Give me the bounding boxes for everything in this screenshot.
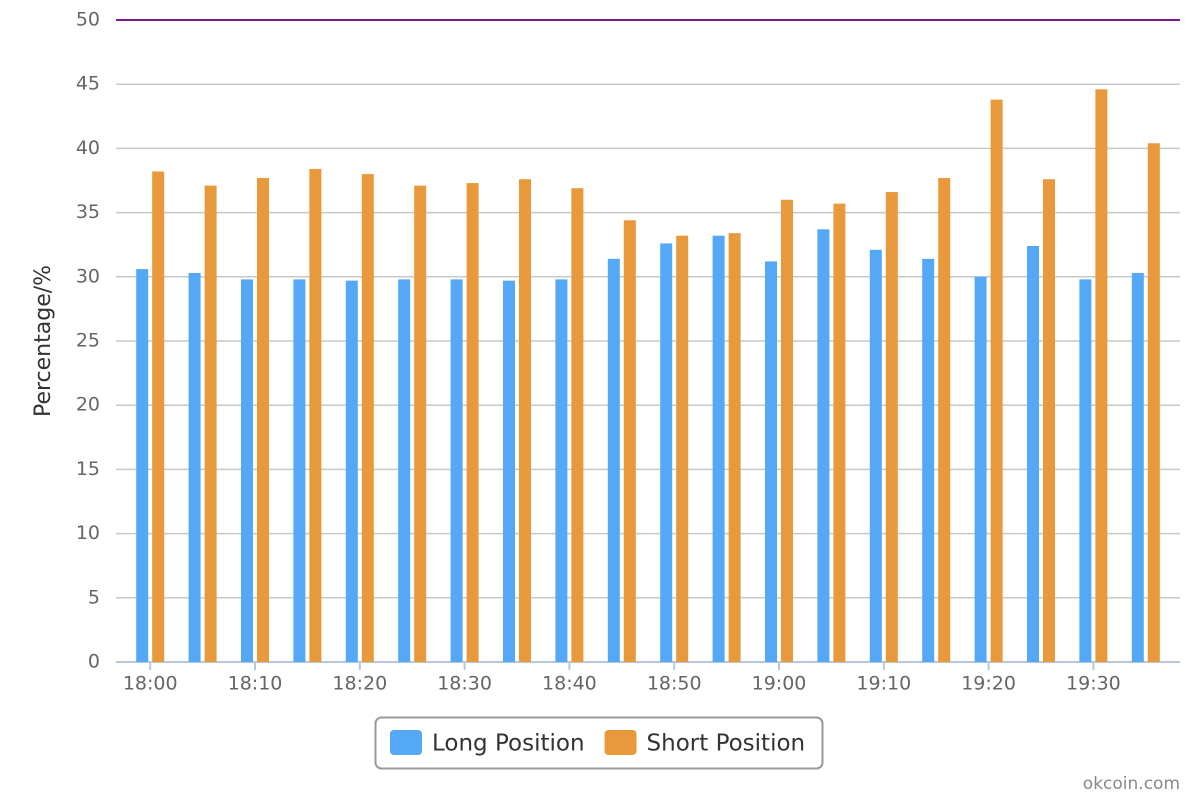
- bar: [1079, 279, 1092, 662]
- bar: [1147, 143, 1160, 662]
- bar: [414, 185, 427, 663]
- bar: [361, 174, 374, 662]
- bar: [781, 199, 793, 662]
- bar: [503, 280, 515, 662]
- bar: [204, 185, 217, 663]
- bar: [309, 168, 322, 662]
- bar: [623, 220, 636, 662]
- bar: [188, 272, 201, 662]
- x-tick-label: 18:50: [647, 673, 702, 695]
- y-tick-label: 25: [76, 330, 100, 352]
- bar: [555, 279, 568, 662]
- y-tick-label: 0: [88, 651, 100, 673]
- bar: [765, 261, 777, 662]
- bar: [974, 276, 987, 662]
- bar: [398, 279, 411, 662]
- y-tick-label: 35: [76, 201, 100, 223]
- bar: [938, 177, 951, 662]
- y-tick-label: 30: [76, 265, 100, 287]
- bar: [571, 188, 584, 663]
- y-tick-label: 40: [76, 137, 100, 159]
- bar: [136, 269, 149, 662]
- legend-swatch: [604, 730, 637, 755]
- bar: [833, 203, 846, 662]
- x-tick-label: 19:00: [752, 673, 807, 695]
- bar: [1131, 272, 1144, 662]
- x-tick-label: 18:10: [228, 673, 283, 695]
- bar: [660, 243, 673, 662]
- bar: [607, 258, 620, 662]
- y-tick-label: 50: [76, 9, 100, 31]
- legend-box: [374, 716, 824, 770]
- bar: [466, 183, 479, 662]
- bar: [152, 171, 165, 662]
- bar: [1043, 179, 1055, 662]
- legend-label: Short Position: [647, 731, 806, 757]
- x-tick-label: 19:20: [961, 673, 1016, 695]
- bar: [293, 279, 306, 662]
- bar: [817, 229, 830, 663]
- bar: [990, 99, 1003, 662]
- bar: [257, 177, 269, 662]
- y-tick-label: 15: [76, 458, 100, 480]
- bar: [519, 179, 531, 662]
- bar: [241, 279, 253, 662]
- bar: [869, 249, 882, 662]
- x-tick-label: 19:10: [856, 673, 911, 695]
- bar: [450, 279, 463, 662]
- y-tick-label: 20: [76, 394, 100, 416]
- y-tick-label: 10: [76, 522, 100, 544]
- bar: [885, 192, 898, 662]
- bar: [676, 235, 689, 662]
- bar: [1027, 245, 1039, 662]
- legend-swatch: [390, 730, 422, 755]
- x-tick-label: 18:40: [542, 673, 597, 695]
- x-tick-label: 18:30: [437, 673, 492, 695]
- bar: [712, 235, 725, 662]
- y-tick-label: 45: [76, 73, 100, 95]
- bar: [1095, 89, 1108, 662]
- x-tick-label: 19:30: [1066, 673, 1121, 695]
- x-tick-label: 18:00: [123, 673, 178, 695]
- bar: [922, 258, 935, 662]
- y-axis-label: Percentage/%: [31, 265, 56, 417]
- y-tick-label: 5: [88, 586, 100, 608]
- x-tick-label: 18:20: [332, 673, 387, 695]
- watermark: okcoin.com: [1083, 774, 1180, 794]
- bar: [728, 233, 741, 663]
- bar: [345, 280, 358, 662]
- legend-label: Long Position: [432, 731, 585, 757]
